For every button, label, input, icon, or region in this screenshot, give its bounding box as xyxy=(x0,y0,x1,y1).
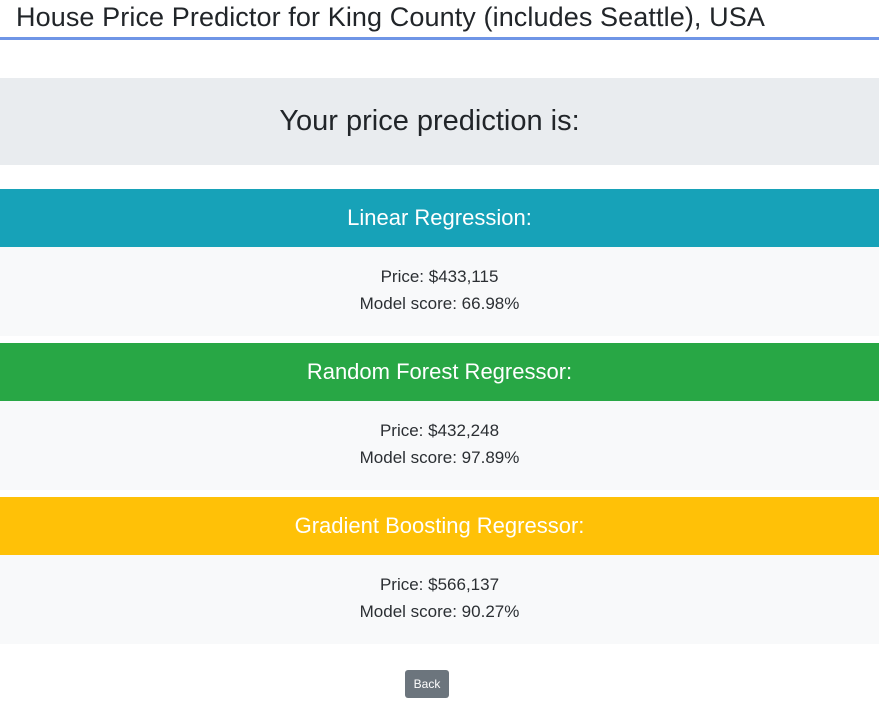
linear-regression-body: Price: $433,115 Model score: 66.98% xyxy=(0,247,879,336)
gradient-boosting-card: Gradient Boosting Regressor: Price: $566… xyxy=(0,497,879,644)
linear-regression-header: Linear Regression: xyxy=(0,189,879,247)
prediction-heading: Your price prediction is: xyxy=(279,105,580,137)
gradient-boosting-price: Price: $566,137 xyxy=(379,575,500,594)
gradient-boosting-body: Price: $566,137 Model score: 90.27% xyxy=(0,555,879,644)
gradient-boosting-score: Model score: 90.27% xyxy=(359,602,520,621)
linear-regression-score: Model score: 66.98% xyxy=(359,294,520,313)
page-title: House Price Predictor for King County (i… xyxy=(16,2,765,32)
page-header: House Price Predictor for King County (i… xyxy=(0,0,879,40)
random-forest-price: Price: $432,248 xyxy=(379,421,500,440)
linear-regression-price: Price: $433,115 xyxy=(380,267,499,286)
random-forest-header: Random Forest Regressor: xyxy=(0,343,879,401)
linear-regression-card: Linear Regression: Price: $433,115 Model… xyxy=(0,189,879,336)
random-forest-body: Price: $432,248 Model score: 97.89% xyxy=(0,401,879,490)
back-button[interactable]: Back xyxy=(405,670,449,698)
prediction-banner: Your price prediction is: xyxy=(0,78,879,165)
gradient-boosting-header: Gradient Boosting Regressor: xyxy=(0,497,879,555)
random-forest-card: Random Forest Regressor: Price: $432,248… xyxy=(0,343,879,490)
random-forest-score: Model score: 97.89% xyxy=(359,448,520,467)
